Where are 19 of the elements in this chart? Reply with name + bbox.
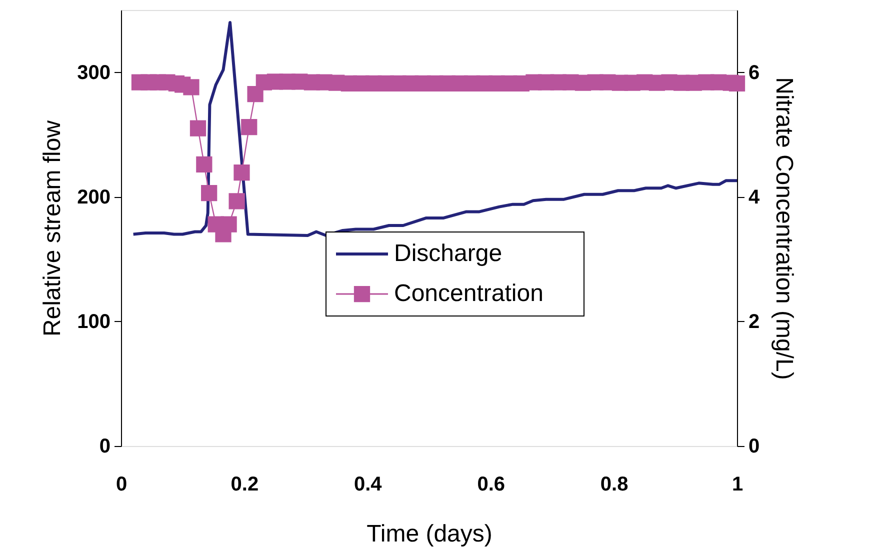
x-tick-label: 0 [116, 474, 128, 496]
y2-tick-label: 6 [748, 62, 760, 84]
x-tick-label: 0.8 [600, 474, 628, 496]
y-tick-label: 200 [77, 186, 110, 208]
y-tick-label: 300 [77, 62, 110, 84]
x-axis-title: Time (days) [366, 520, 492, 548]
y2-tick-label: 4 [748, 186, 760, 208]
legend-label: Concentration [394, 280, 544, 307]
y2-tick-label: 0 [748, 436, 760, 458]
y2-axis-title: Nitrate Concentration (mg/L) [770, 77, 798, 380]
x-tick-label: 0.2 [230, 474, 259, 496]
y-axis-title: Relative stream flow [39, 120, 66, 337]
x-tick-label: 0.4 [354, 474, 383, 496]
x-tick-label: 0.6 [477, 474, 506, 496]
y2-tick-label: 2 [748, 310, 760, 333]
y-tick-label: 0 [99, 436, 110, 458]
y-tick-label: 100 [77, 310, 110, 333]
legend-label: Discharge [394, 240, 502, 267]
x-tick-label: 1 [732, 474, 744, 496]
